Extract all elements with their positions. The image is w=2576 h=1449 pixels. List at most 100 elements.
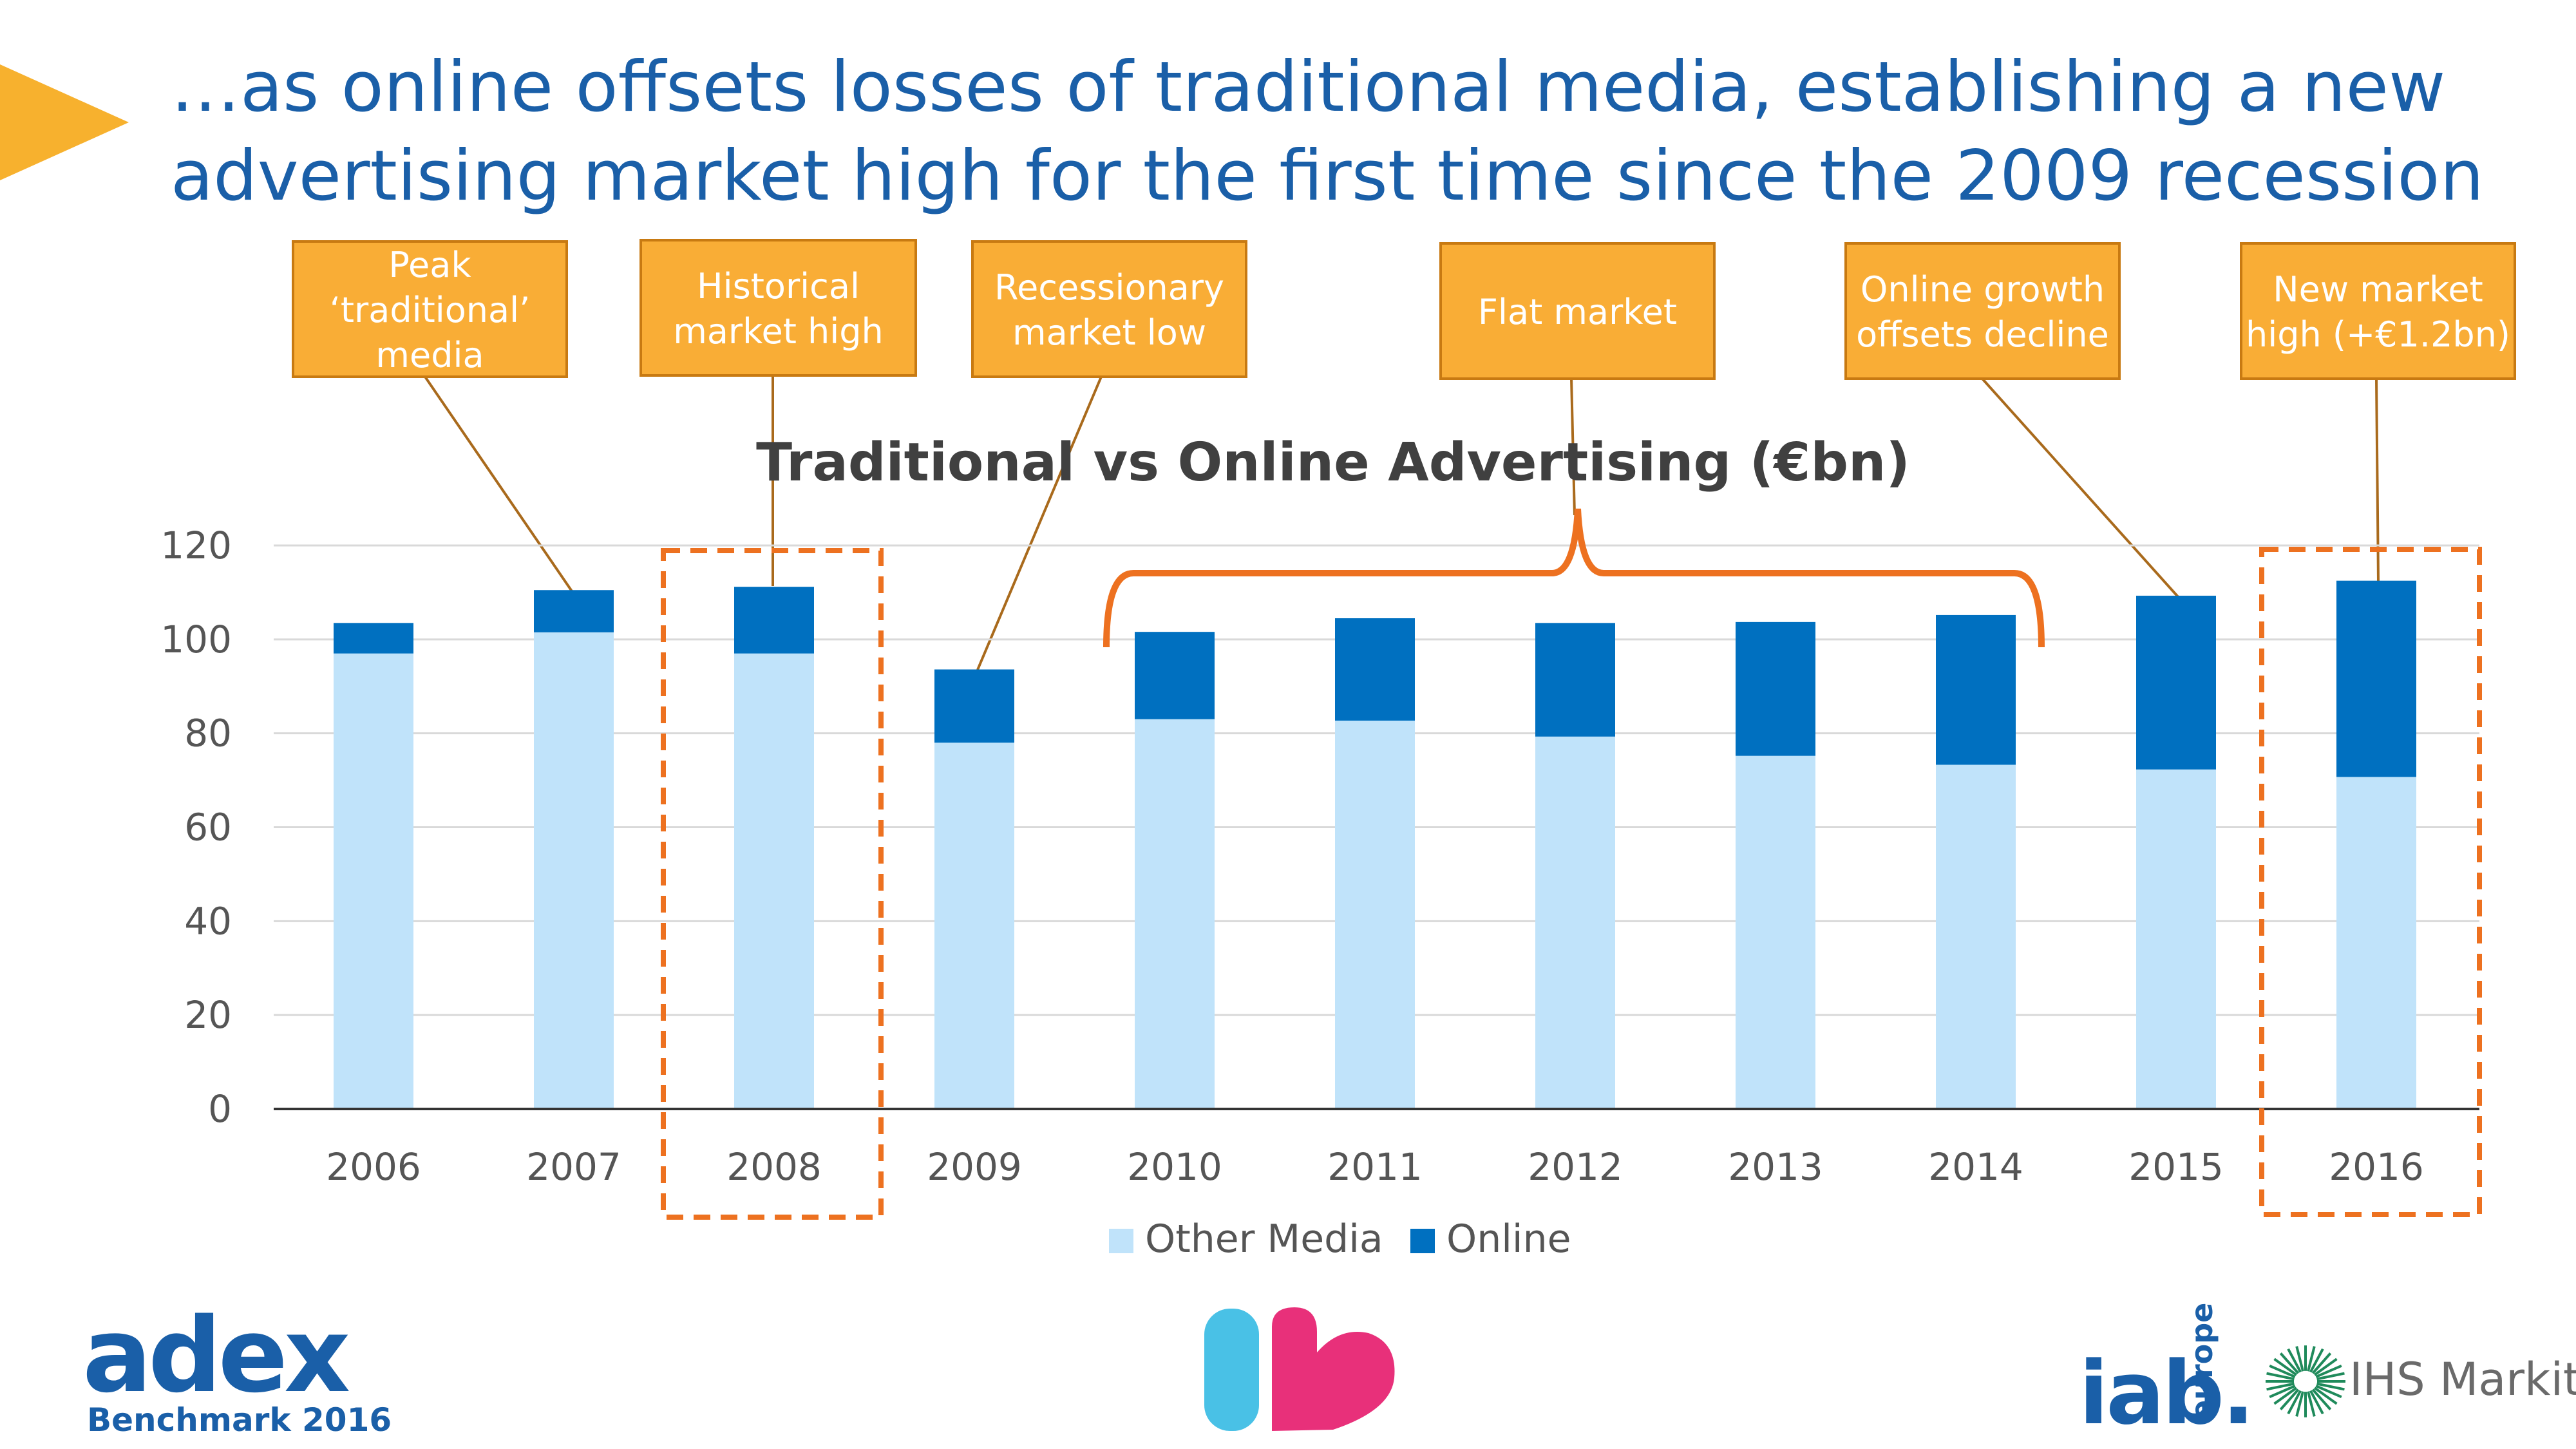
globe-stroke	[2279, 1388, 2300, 1410]
iab-region-label: europe	[2184, 1303, 2219, 1420]
bar-other-media-2007	[534, 632, 614, 1109]
callout-text: Online growth	[1861, 269, 2105, 310]
bar-other-media-2012	[1535, 736, 1615, 1109]
bar-other-media-2006	[334, 653, 413, 1109]
headline-line-1: …as online offsets losses of traditional…	[171, 47, 2445, 128]
chart-bars	[334, 580, 2416, 1109]
y-tick-label: 60	[184, 806, 232, 849]
globe-stroke	[2316, 1372, 2345, 1381]
callout-connector-1	[424, 375, 573, 592]
y-tick-label: 20	[184, 993, 232, 1037]
legend-swatch-online	[1410, 1229, 1435, 1253]
callout-connector-5	[1981, 377, 2181, 600]
y-tick-label: 100	[160, 618, 232, 661]
globe-stroke	[2269, 1364, 2296, 1378]
callout-box	[2240, 242, 2516, 380]
bar-online-2007	[534, 590, 614, 632]
bar-online-2011	[1335, 618, 1415, 721]
bar-online-2013	[1736, 621, 1815, 756]
globe-stroke	[2311, 1388, 2332, 1410]
y-tick-label: 80	[184, 712, 232, 755]
ib-logo-heart	[1272, 1307, 1395, 1431]
x-tick-label: 2016	[2329, 1145, 2424, 1189]
globe-stroke	[2295, 1391, 2304, 1417]
x-axis-tick-labels: 2006 2007 2008 2009 2010 2011 2012 2013 2014 2015…	[326, 1145, 2424, 1189]
callout-connectors	[424, 375, 2380, 670]
bar-online-2014	[1936, 614, 2016, 765]
x-tick-label: 2008	[726, 1145, 822, 1189]
globe-stroke	[2313, 1387, 2338, 1405]
callout-text: Peak	[388, 245, 471, 285]
globe-stroke	[2295, 1346, 2304, 1372]
globe-stroke	[2273, 1387, 2298, 1405]
callout-4: Flat market	[1439, 242, 1716, 380]
legend-swatch-other-media	[1109, 1229, 1133, 1253]
globe-stroke	[2316, 1382, 2345, 1391]
bar-online-2016	[2336, 580, 2416, 777]
highlight-box-2016	[2259, 547, 2482, 1217]
x-tick-label: 2012	[1528, 1145, 1623, 1189]
globe-stroke	[2307, 1346, 2316, 1372]
globe-stroke	[2287, 1348, 2302, 1373]
y-tick-label: 0	[208, 1087, 232, 1131]
globe-stroke	[2307, 1391, 2316, 1417]
ib-logo	[1204, 1307, 1395, 1431]
callout-text: Historical	[697, 266, 860, 307]
callout-connector-3	[976, 376, 1103, 670]
y-axis-tick-labels: 0 20 40 60 80 100 120	[160, 524, 232, 1131]
callout-text: media	[375, 335, 484, 375]
bar-other-media-2014	[1936, 764, 2016, 1109]
bar-online-2010	[1135, 632, 1215, 719]
globe-stroke	[2311, 1352, 2332, 1374]
bar-online-2012	[1535, 623, 1615, 737]
bar-other-media-2010	[1135, 719, 1215, 1109]
callout-text: Recessionary	[994, 267, 1224, 308]
chart-title: Traditional vs Online Advertising (€bn)	[756, 432, 1910, 493]
globe-stroke	[2313, 1358, 2338, 1376]
globe-stroke	[2315, 1364, 2342, 1378]
callout-text: market high	[673, 311, 884, 352]
bar-other-media-2013	[1736, 755, 1815, 1109]
bar-online-2006	[334, 623, 413, 654]
globe-stroke	[2309, 1390, 2324, 1415]
bar-other-media-2016	[2336, 777, 2416, 1109]
y-tick-label: 40	[184, 899, 232, 943]
iab-europe-logo: iab. europe	[2079, 1303, 2255, 1444]
adex-logo: adex Benchmark 2016	[82, 1295, 392, 1439]
globe-stroke	[2269, 1385, 2296, 1399]
globe-stroke	[2309, 1348, 2324, 1373]
globe-stroke	[2266, 1372, 2295, 1381]
bar-other-media-2009	[934, 743, 1014, 1109]
x-tick-label: 2010	[1127, 1145, 1222, 1189]
globe-stroke	[2315, 1385, 2342, 1399]
bar-online-2008	[734, 587, 814, 654]
adex-subtitle: Benchmark 2016	[87, 1401, 392, 1439]
x-tick-label: 2013	[1728, 1145, 1823, 1189]
y-tick-label: 120	[160, 524, 232, 567]
chart-legend: Other Media Online	[1109, 1217, 1571, 1262]
globe-stroke	[2266, 1382, 2295, 1391]
play-arrow-icon	[0, 64, 129, 180]
x-tick-label: 2006	[326, 1145, 421, 1189]
callout-text: ‘traditional’	[330, 290, 531, 330]
globe-stroke	[2273, 1358, 2298, 1376]
headline-line-2: advertising market high for the first ti…	[171, 136, 2484, 216]
globe-stroke	[2279, 1352, 2300, 1374]
bar-other-media-2011	[1335, 720, 1415, 1109]
callout-text: high (+€1.2bn)	[2246, 314, 2510, 355]
callout-text: New market	[2273, 269, 2483, 310]
ihs-globe-icon	[2266, 1345, 2345, 1417]
x-tick-label: 2011	[1327, 1145, 1423, 1189]
callout-text: offsets decline	[1856, 314, 2109, 355]
bar-online-2009	[934, 669, 1014, 743]
legend-label-online: Online	[1446, 1217, 1571, 1262]
x-tick-label: 2009	[927, 1145, 1022, 1189]
callout-text: market low	[1012, 312, 1206, 353]
globe-stroke	[2287, 1390, 2302, 1415]
highlight-box-2008	[661, 548, 884, 1220]
